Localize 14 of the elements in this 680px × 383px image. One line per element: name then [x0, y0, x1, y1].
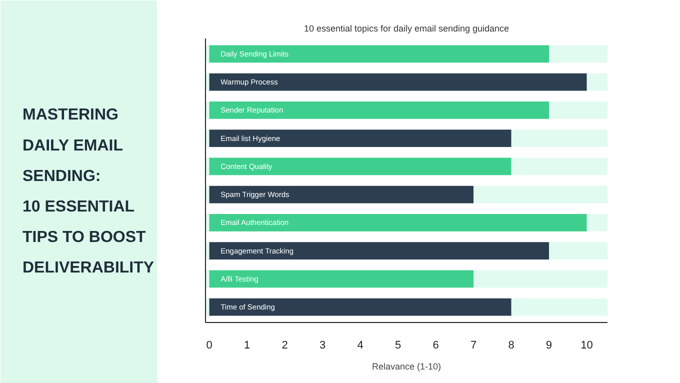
- x-tick-label: 1: [244, 340, 250, 352]
- chart-subtitle: 10 essential topics for daily email sending guidance: [304, 24, 510, 34]
- x-tick-label: 3: [319, 340, 326, 352]
- text: MASTERING DAILY EMAIL SENDING: 10 ESSENTIAL TIPS TO BOOST DELIVERABILITY: [22, 106, 154, 277]
- x-tick-label: 4: [357, 340, 364, 352]
- x-tick-label: 5: [394, 340, 402, 352]
- x-tick-label: 9: [546, 340, 552, 352]
- x-tick-label: 7: [470, 340, 477, 352]
- x-axis-title: Relavance (1-10): [372, 362, 442, 372]
- x-tick-label: 2: [282, 340, 288, 352]
- x-tick-label: 10: [580, 340, 593, 352]
- x-tick-label: 0: [206, 340, 212, 352]
- x-tick-label: 8: [508, 340, 514, 352]
- x-tick-label: 6: [432, 340, 439, 352]
